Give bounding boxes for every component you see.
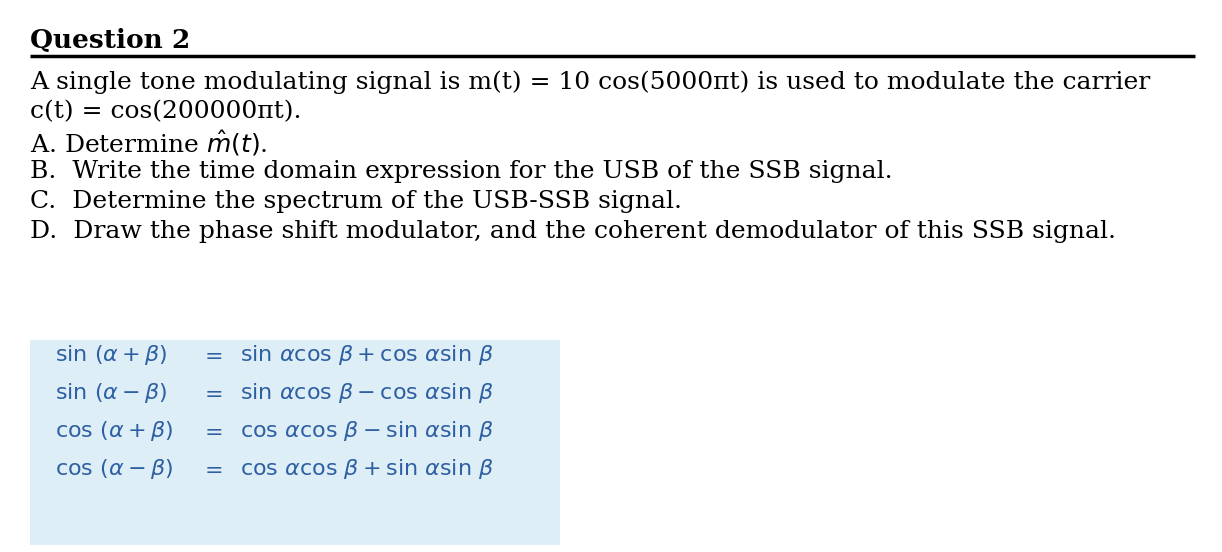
Text: $\cos\,\alpha\cos\,\beta + \sin\,\alpha\sin\,\beta$: $\cos\,\alpha\cos\,\beta + \sin\,\alpha\… bbox=[240, 457, 494, 481]
Text: $=$: $=$ bbox=[200, 459, 222, 479]
Text: $\cos\,\alpha\cos\,\beta - \sin\,\alpha\sin\,\beta$: $\cos\,\alpha\cos\,\beta - \sin\,\alpha\… bbox=[240, 419, 494, 443]
Text: $=$: $=$ bbox=[200, 345, 222, 365]
Text: D.  Draw the phase shift modulator, and the coherent demodulator of this SSB sig: D. Draw the phase shift modulator, and t… bbox=[31, 220, 1116, 243]
Text: c(t) = cos(200000πt).: c(t) = cos(200000πt). bbox=[31, 100, 302, 123]
Text: A. Determine $\hat{m}(t)$.: A. Determine $\hat{m}(t)$. bbox=[31, 128, 268, 158]
Text: $=$: $=$ bbox=[200, 421, 222, 441]
Text: $\sin\,(\alpha + \beta)$: $\sin\,(\alpha + \beta)$ bbox=[55, 343, 167, 367]
Text: A single tone modulating signal is m(t) = 10 cos(5000πt) is used to modulate the: A single tone modulating signal is m(t) … bbox=[31, 70, 1150, 93]
Text: $\sin\,\alpha\cos\,\beta + \cos\,\alpha\sin\,\beta$: $\sin\,\alpha\cos\,\beta + \cos\,\alpha\… bbox=[240, 343, 494, 367]
FancyBboxPatch shape bbox=[31, 340, 560, 545]
Text: $\cos\,(\alpha + \beta)$: $\cos\,(\alpha + \beta)$ bbox=[55, 419, 174, 443]
Text: C.  Determine the spectrum of the USB-SSB signal.: C. Determine the spectrum of the USB-SSB… bbox=[31, 190, 682, 213]
Text: $\sin\,(\alpha - \beta)$: $\sin\,(\alpha - \beta)$ bbox=[55, 381, 167, 405]
Text: $\cos\,(\alpha - \beta)$: $\cos\,(\alpha - \beta)$ bbox=[55, 457, 174, 481]
Text: $=$: $=$ bbox=[200, 383, 222, 403]
Text: $\sin\,\alpha\cos\,\beta - \cos\,\alpha\sin\,\beta$: $\sin\,\alpha\cos\,\beta - \cos\,\alpha\… bbox=[240, 381, 494, 405]
Text: Question 2: Question 2 bbox=[31, 28, 191, 53]
Text: B.  Write the time domain expression for the USB of the SSB signal.: B. Write the time domain expression for … bbox=[31, 160, 892, 183]
